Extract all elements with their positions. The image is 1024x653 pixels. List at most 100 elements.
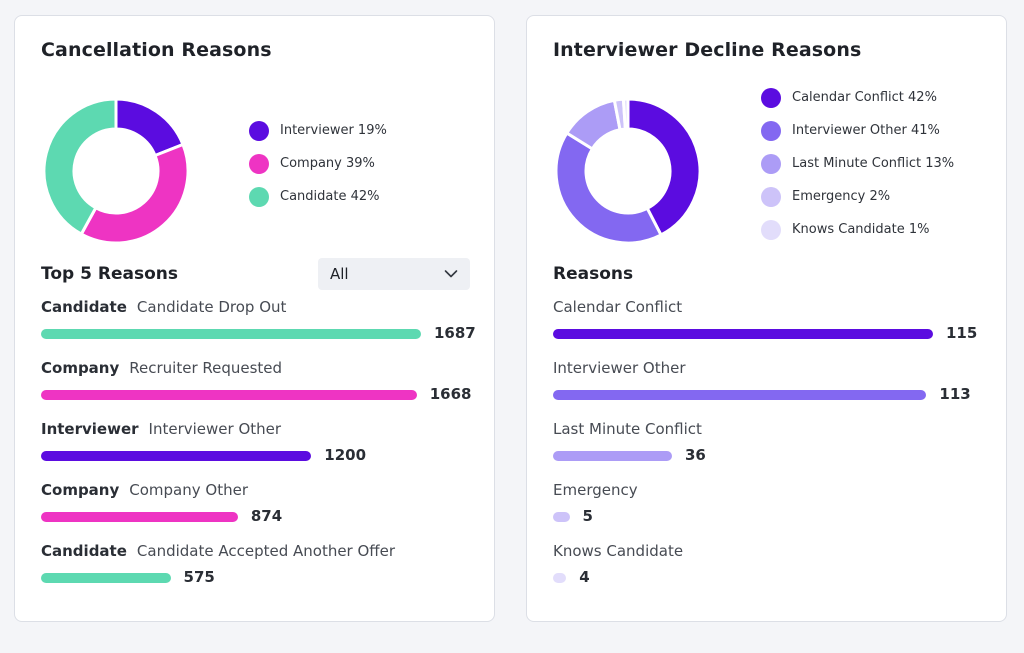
card-title: Cancellation Reasons xyxy=(41,39,272,61)
reason-bar xyxy=(553,329,933,339)
cancellation-slice-1[interactable] xyxy=(79,142,190,245)
reason-category: Candidate xyxy=(41,298,127,316)
decline-slice-0[interactable] xyxy=(626,97,702,238)
legend-swatch xyxy=(249,186,269,207)
reason-text: Last Minute Conflict xyxy=(553,420,702,438)
reason-text: Interviewer Other xyxy=(553,359,686,377)
legend-swatch xyxy=(761,87,781,108)
legend-label: Interviewer 19% xyxy=(280,123,387,138)
reason-bar xyxy=(41,329,421,339)
reason-row: Knows Candidate 4 xyxy=(553,540,983,601)
reason-bar xyxy=(41,390,417,400)
reason-label: Last Minute Conflict xyxy=(553,420,702,438)
reason-text: Candidate Accepted Another Offer xyxy=(136,542,396,560)
reason-text: Candidate Drop Out xyxy=(136,298,287,316)
reason-row: Company Company Other 874 xyxy=(41,479,471,540)
legend-item: Company 39% xyxy=(249,147,387,180)
reason-bar xyxy=(41,512,238,522)
reason-label: Candidate Candidate Drop Out xyxy=(41,298,286,316)
reason-count: 1200 xyxy=(324,446,367,464)
cancellation-donut-chart xyxy=(42,97,190,245)
decline-reasons-list: Calendar Conflict 115 Interviewer Other 113… xyxy=(553,296,983,601)
legend-item: Calendar Conflict 42% xyxy=(761,81,954,114)
bar-track xyxy=(553,390,933,400)
reason-bar xyxy=(553,573,567,583)
reason-bar xyxy=(553,451,672,461)
legend-label: Interviewer Other 41% xyxy=(792,123,940,138)
decline-legend: Calendar Conflict 42% Interviewer Other 4… xyxy=(761,81,954,246)
decline-slice-4[interactable] xyxy=(621,97,630,131)
reason-row: Interviewer Interviewer Other 1200 xyxy=(41,418,471,479)
reason-text: Knows Candidate xyxy=(553,542,684,560)
legend-item: Interviewer Other 41% xyxy=(761,114,954,147)
reason-label: Emergency xyxy=(553,481,638,499)
reason-category: Company xyxy=(41,359,120,377)
filter-value: All xyxy=(330,265,349,283)
legend-swatch xyxy=(761,219,781,240)
reason-category: Interviewer xyxy=(41,420,139,438)
legend-swatch xyxy=(249,153,269,174)
legend-label: Last Minute Conflict 13% xyxy=(792,156,955,171)
reason-bar xyxy=(41,573,171,583)
reason-bar xyxy=(553,512,570,522)
legend-swatch xyxy=(761,186,781,207)
reason-category: Company xyxy=(41,481,120,499)
legend-swatch xyxy=(761,153,781,174)
legend-item: Last Minute Conflict 13% xyxy=(761,147,954,180)
reason-label: Interviewer Interviewer Other xyxy=(41,420,281,438)
reason-text: Company Other xyxy=(129,481,248,499)
bar-track xyxy=(553,573,933,583)
legend-label: Knows Candidate 1% xyxy=(792,222,930,237)
bar-track xyxy=(41,512,421,522)
reason-row: Last Minute Conflict 36 xyxy=(553,418,983,479)
decline-slice-1[interactable] xyxy=(554,130,664,245)
reason-count: 1668 xyxy=(429,385,472,403)
reason-text: Recruiter Requested xyxy=(129,359,283,377)
legend-swatch xyxy=(761,120,781,141)
reason-row: Emergency 5 xyxy=(553,479,983,540)
reason-bar xyxy=(41,451,312,461)
reason-row: Interviewer Other 113 xyxy=(553,357,983,418)
reason-text: Calendar Conflict xyxy=(553,298,683,316)
legend-label: Calendar Conflict 42% xyxy=(792,90,937,105)
legend-label: Candidate 42% xyxy=(280,189,380,204)
cancellation-reasons-card: Cancellation Reasons Interviewer 19% Comp… xyxy=(14,15,495,622)
reason-text: Interviewer Other xyxy=(148,420,282,438)
reasons-filter-select[interactable]: All xyxy=(318,258,470,290)
legend-item: Knows Candidate 1% xyxy=(761,213,954,246)
legend-item: Candidate 42% xyxy=(249,180,387,213)
bar-track xyxy=(553,451,933,461)
legend-item: Interviewer 19% xyxy=(249,114,387,147)
reason-count: 4 xyxy=(579,568,590,586)
section-title: Reasons xyxy=(553,264,634,284)
bar-track xyxy=(553,512,933,522)
reason-label: Company Recruiter Requested xyxy=(41,359,282,377)
reason-row: Candidate Candidate Drop Out 1687 xyxy=(41,296,476,357)
top-reasons-list: Candidate Candidate Drop Out 1687 Company Re… xyxy=(41,296,476,601)
bar-track xyxy=(41,451,421,461)
reason-row: Candidate Candidate Accepted Another Offe… xyxy=(41,540,471,601)
reason-label: Candidate Candidate Accepted Another Offe… xyxy=(41,542,395,560)
reason-count: 1687 xyxy=(434,324,476,342)
reason-count: 113 xyxy=(939,385,971,403)
reason-row: Company Recruiter Requested 1668 xyxy=(41,357,471,418)
legend-label: Emergency 2% xyxy=(792,189,891,204)
bar-track xyxy=(553,329,933,339)
bar-track xyxy=(41,329,421,339)
section-title: Top 5 Reasons xyxy=(41,264,178,284)
legend-item: Emergency 2% xyxy=(761,180,954,213)
reason-label: Interviewer Other xyxy=(553,359,686,377)
reason-label: Company Company Other xyxy=(41,481,248,499)
reason-row: Calendar Conflict 115 xyxy=(553,296,983,357)
reason-label: Knows Candidate xyxy=(553,542,683,560)
reason-count: 36 xyxy=(684,446,706,464)
reason-bar xyxy=(553,390,927,400)
reason-count: 115 xyxy=(946,324,978,342)
bar-track xyxy=(41,573,421,583)
card-title: Interviewer Decline Reasons xyxy=(553,39,862,61)
cancellation-slice-2[interactable] xyxy=(42,97,118,237)
legend-swatch xyxy=(249,120,269,141)
reason-label: Calendar Conflict xyxy=(553,298,682,316)
legend-label: Company 39% xyxy=(280,156,375,171)
reason-count: 575 xyxy=(183,568,215,586)
